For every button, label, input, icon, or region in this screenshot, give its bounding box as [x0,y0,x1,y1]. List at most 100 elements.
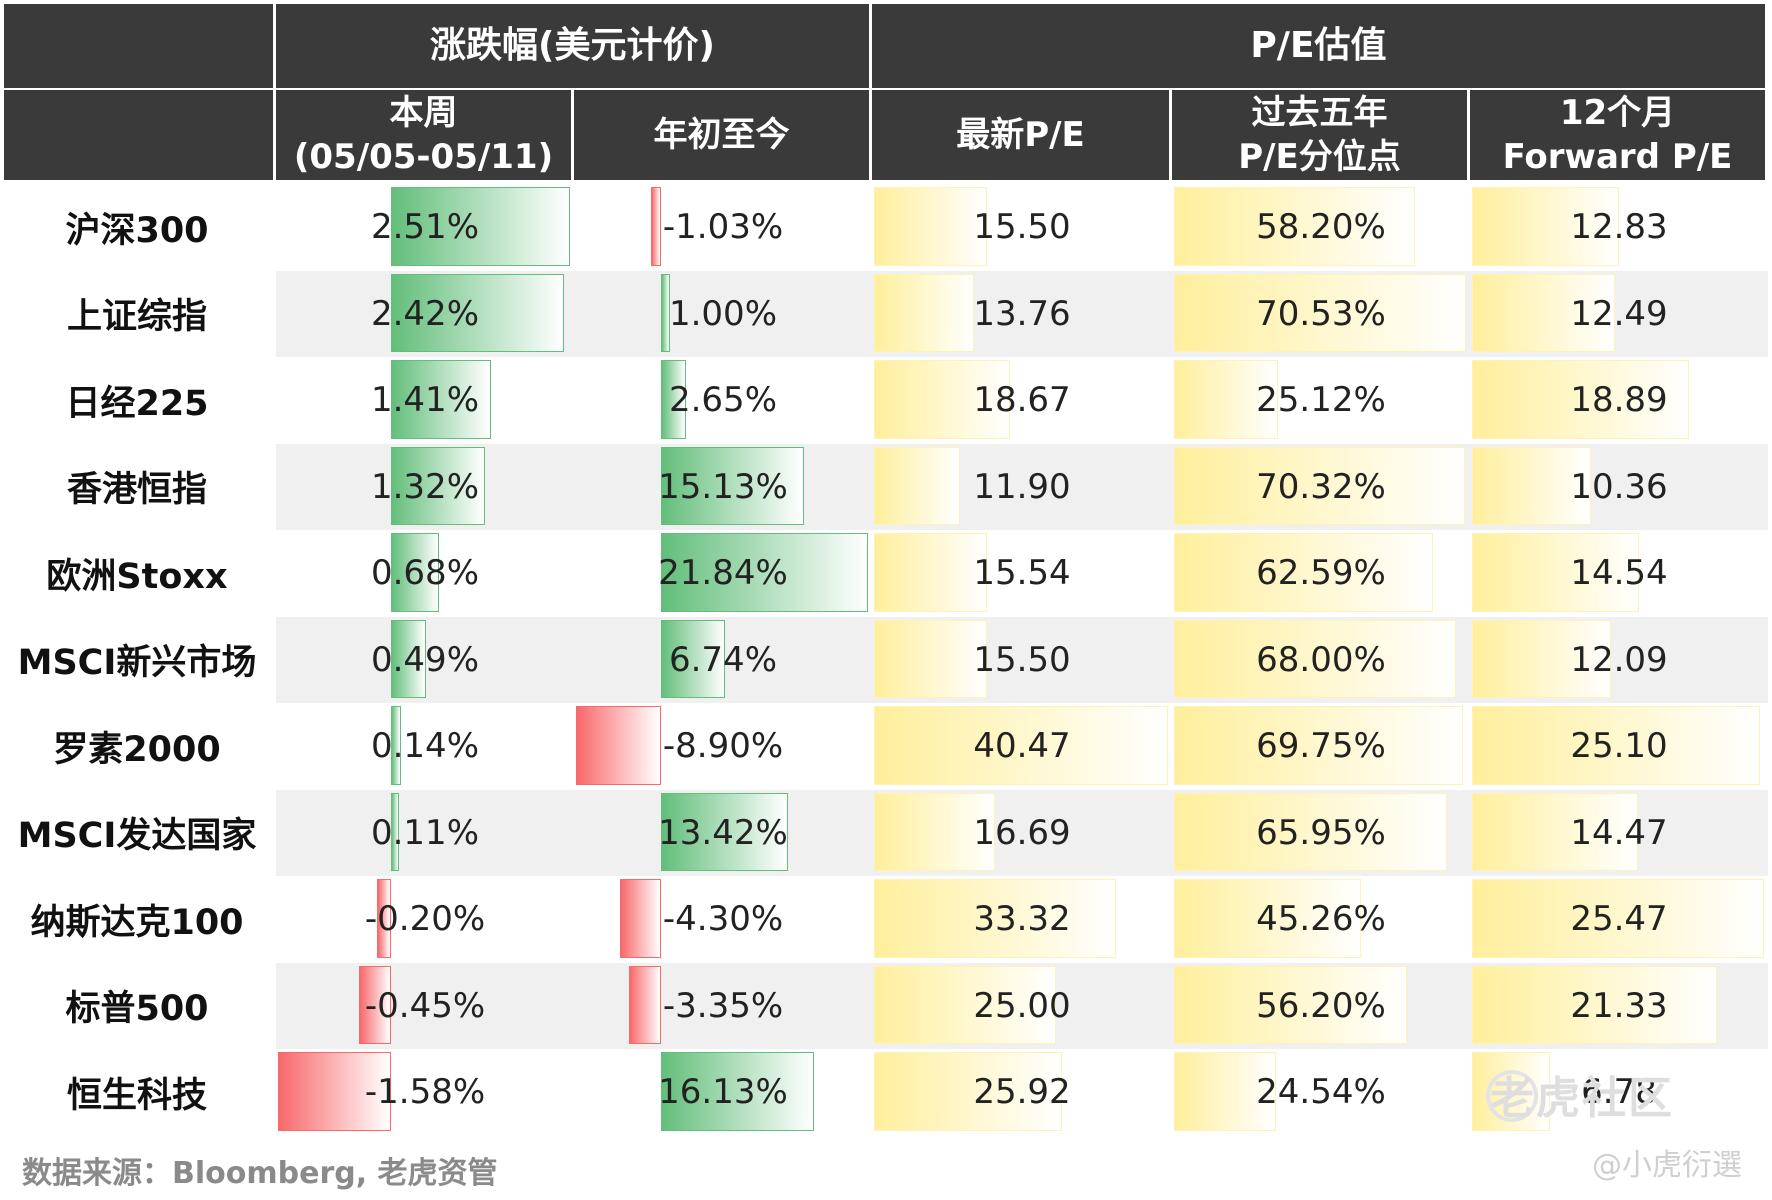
cell-value: 69.75% [1256,726,1386,767]
cell-value: 14.47 [1570,812,1668,853]
cell-value: 15.54 [973,553,1071,594]
cell-value: -1.03% [662,207,784,248]
data-bar [390,360,492,439]
data-bar [1472,273,1616,352]
data-bar [1174,792,1448,871]
data-bar [1174,273,1466,352]
column-header-5: 12个月 Forward P/E [1470,90,1765,180]
cell-value: 33.32 [973,899,1071,940]
cell-value: 21.33 [1570,985,1668,1026]
column-header-line: (05/05-05/11) [293,137,554,177]
cell-value: -8.90% [662,726,784,767]
source-note: 数据来源：Bloomberg, 老虎资管 [22,1156,498,1191]
row-label: MSCI新兴市场 [17,643,257,684]
data-bar [660,360,686,439]
data-bar [874,187,987,266]
data-bar [390,619,426,698]
cell-value: 14.54 [1570,553,1668,594]
cell-value: 25.00 [973,985,1071,1026]
data-bar [1472,879,1764,958]
data-bar [1174,706,1463,785]
data-bar [390,187,570,266]
data-bar [1174,446,1466,525]
cell-value: 2.51% [370,207,479,248]
data-bar [660,273,671,352]
data-bar [390,706,401,785]
group-header-label: P/E估值 [1250,25,1387,66]
data-bar [874,533,987,612]
data-bar [1472,533,1639,612]
cell-value: 18.67 [973,380,1071,421]
cell-value: 2.42% [370,293,479,334]
data-bar [660,792,788,871]
data-bar [1472,446,1591,525]
cell-value: -0.45% [364,985,486,1026]
group-header-0 [4,4,273,88]
data-bar [874,965,1056,1044]
column-header-3: 最新P/E [872,90,1169,180]
row-label: MSCI发达国家 [17,816,257,857]
group-header-label: 涨跌幅(美元计价) [430,25,715,66]
data-bar [1472,187,1620,266]
cell-value: 25.92 [973,1072,1071,1113]
data-bar [390,446,486,525]
data-bar [358,965,391,1044]
cell-value: 15.13% [658,466,788,507]
data-bar [1472,792,1638,871]
cell-value: 25.12% [1256,380,1386,421]
row-label: 纳斯达克100 [30,902,244,943]
group-header-2: P/E估值 [872,4,1765,88]
group-header-1: 涨跌幅(美元计价) [276,4,869,88]
cell-value: 0.14% [370,726,479,767]
row-label: 沪深300 [65,210,209,251]
data-bar [874,446,961,525]
cell-value: 6.74% [668,639,777,680]
cell-value: 0.68% [370,553,479,594]
cell-value: 16.69 [973,812,1071,853]
column-header-line: Forward P/E [1502,137,1733,177]
data-bar [660,1052,814,1131]
cell-value: -3.35% [662,985,784,1026]
data-bar [619,879,661,958]
cell-value: 56.20% [1256,985,1386,1026]
cell-value: 68.00% [1256,639,1386,680]
cell-value: 21.84% [658,553,788,594]
cell-value: 12.09 [1570,639,1668,680]
data-bar [1174,533,1434,612]
row-label: 罗素2000 [53,729,221,770]
column-header-4: 过去五年 P/E分位点 [1172,90,1467,180]
data-bar [1472,965,1717,1044]
row-label: 上证综指 [66,297,207,338]
data-bar [628,965,661,1044]
data-bar [390,273,564,352]
cell-value: 10.36 [1570,466,1668,507]
data-bar [1472,706,1760,785]
cell-value: 40.47 [973,726,1071,767]
cell-value: 62.59% [1256,553,1386,594]
data-bar [874,792,996,871]
row-label: 欧洲Stoxx [46,556,228,597]
cell-value: 1.32% [370,466,479,507]
cell-value: 25.47 [1570,899,1668,940]
column-header-line: 本周 [389,93,458,133]
cell-value: 24.54% [1256,1072,1386,1113]
cell-value: 13.42% [658,812,788,853]
cell-value: 65.95% [1256,812,1386,853]
data-bar [650,187,661,266]
cell-value: 0.49% [370,639,479,680]
row-label: 标普500 [65,989,209,1030]
cell-value: -1.58% [364,1072,486,1113]
column-header-2: 年初至今 [574,90,869,180]
cell-value: 15.50 [973,207,1071,248]
data-bar [874,706,1168,785]
data-bar [660,619,725,698]
data-bar [1174,360,1278,439]
cell-value: 45.26% [1256,899,1386,940]
data-bar [660,533,868,612]
cell-value: 15.50 [973,639,1071,680]
data-bar [1174,619,1456,698]
cell-value: 12.83 [1570,207,1668,248]
column-header-1: 本周 (05/05-05/11) [276,90,571,180]
data-bar [1472,619,1611,698]
cell-value: 58.20% [1256,207,1386,248]
